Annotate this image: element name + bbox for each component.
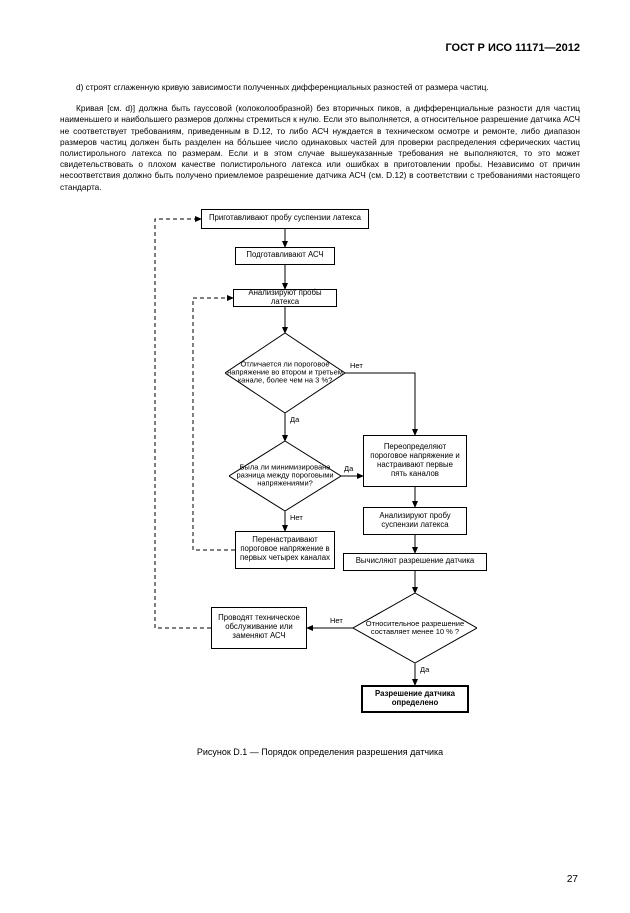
para-d-text: d) строят сглаженную кривую зависимости … (76, 82, 489, 92)
doc-header: ГОСТ Р ИСО 11171—2012 (60, 42, 580, 54)
label-d3-yes: Да (419, 665, 430, 674)
decision-less-10pct: Относительное разрешение составляет мене… (353, 593, 477, 663)
node-compute-resolution: Вычисляют разрешение датчика (343, 553, 487, 571)
flowchart: Приготавливают пробу суспензии латекса П… (115, 203, 525, 733)
node-prepare-sample: Приготавливают пробу суспензии латекса (201, 209, 369, 229)
para-main-text: Кривая [см. d)] должна быть гауссовой (к… (60, 103, 580, 191)
label-d1-yes: Да (289, 415, 300, 424)
label-d2-yes: Да (343, 464, 354, 473)
decision-minimized: Была ли минимизирована разница между пор… (229, 441, 341, 511)
page-number: 27 (567, 874, 578, 885)
label-d1-no: Нет (349, 361, 364, 370)
node-resolved: Разрешение датчика определено (361, 685, 469, 713)
node-maintenance: Проводят техническое обслуживание или за… (211, 607, 307, 649)
node-analyze-sample2: Анализируют пробу суспензии латекса (363, 507, 467, 535)
node-prepare-apc: Подготавливают АСЧ (235, 247, 335, 265)
label-d2-no: Нет (289, 513, 304, 522)
node-readjust-4ch: Перенастраивают пороговое напряжение в п… (235, 531, 335, 569)
decision-less-10pct-text: Относительное разрешение составляет мене… (353, 619, 477, 636)
paragraph-d: d) строят сглаженную кривую зависимости … (60, 82, 580, 93)
decision-threshold-3pct: Отличается ли пороговое напряжение во вт… (225, 333, 345, 413)
label-d3-no: Нет (329, 616, 344, 625)
decision-minimized-text: Была ли минимизирована разница между пор… (229, 463, 341, 488)
figure-caption: Рисунок D.1 — Порядок определения разреш… (60, 747, 580, 757)
decision-threshold-3pct-text: Отличается ли пороговое напряжение во вт… (225, 360, 345, 385)
node-analyze-samples: Анализируют пробы латекса (233, 289, 337, 307)
node-redefine-5ch: Переопределяют пороговое напряжение и на… (363, 435, 467, 487)
paragraph-main: Кривая [см. d)] должна быть гауссовой (к… (60, 103, 580, 193)
